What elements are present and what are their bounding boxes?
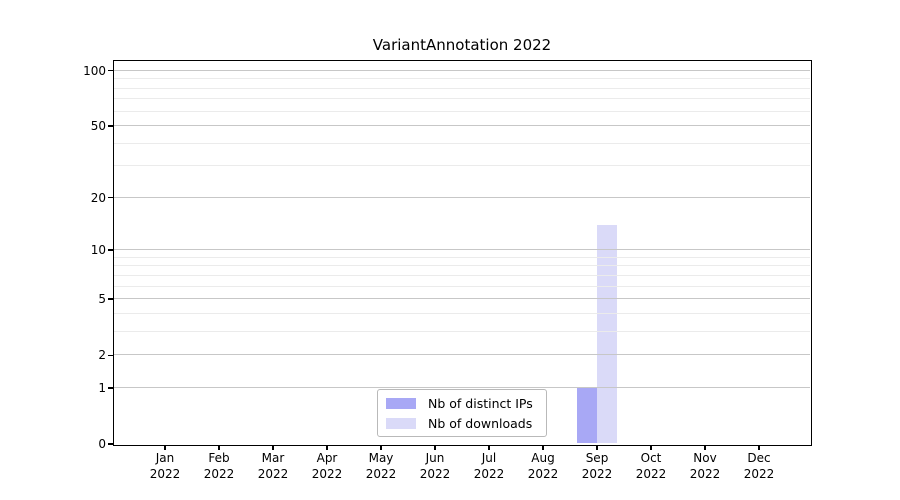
gridline-major: [113, 249, 810, 251]
y-tick-mark: [108, 443, 113, 445]
y-tick-mark: [108, 354, 113, 356]
x-tick-mark: [218, 445, 220, 450]
x-tick-label: Apr 2022: [311, 451, 343, 481]
legend-swatch-distinct-ips: [386, 397, 416, 409]
y-tick-label: 2: [98, 348, 106, 363]
x-tick-label: Oct 2022: [635, 451, 667, 481]
gridline-major: [113, 298, 810, 300]
x-tick-mark: [650, 445, 652, 450]
gridline-minor: [113, 274, 810, 276]
y-tick-mark: [108, 298, 113, 300]
y-tick-label: 0: [98, 437, 106, 451]
legend-label-distinct-ips: Nb of distinct IPs: [428, 395, 533, 411]
gridline-minor: [113, 285, 810, 287]
y-tick-mark: [108, 197, 113, 199]
legend-item-distinct-ips: Nb of distinct IPs: [386, 396, 538, 411]
y-tick-label: 20: [90, 190, 106, 205]
gridline-major: [113, 354, 810, 356]
x-tick-mark: [758, 445, 760, 450]
gridline-minor: [113, 165, 810, 167]
gridline-minor: [113, 256, 810, 258]
bar-distinct-ips: [576, 387, 597, 444]
x-tick-label: Aug 2022: [527, 451, 559, 481]
y-tick-mark: [108, 387, 113, 389]
y-tick-mark: [108, 70, 113, 72]
legend-swatch-downloads: [386, 417, 416, 429]
y-tick-label: 50: [90, 119, 106, 134]
x-tick-mark: [326, 445, 328, 450]
legend-item-downloads: Nb of downloads: [386, 416, 538, 431]
y-tick-label: 1: [98, 380, 106, 395]
x-tick-mark: [488, 445, 490, 450]
x-tick-label: Jul 2022: [473, 451, 505, 481]
x-tick-mark: [272, 445, 274, 450]
gridline-major: [113, 386, 810, 388]
chart-title: VariantAnnotation 2022: [372, 36, 552, 54]
gridline-minor: [113, 110, 810, 112]
y-tick-mark: [108, 249, 113, 251]
y-tick-label: 10: [90, 243, 106, 258]
bar-downloads: [596, 224, 617, 444]
x-tick-label: May 2022: [365, 451, 397, 481]
y-tick-label: 100: [83, 63, 106, 78]
y-tick-mark: [108, 125, 113, 127]
gridline-major: [113, 196, 810, 198]
gridline-minor: [113, 312, 810, 314]
plot-area: [112, 59, 812, 446]
x-tick-label: Feb 2022: [203, 451, 235, 481]
gridline-minor: [113, 330, 810, 332]
x-tick-label: Jan 2022: [149, 451, 181, 481]
gridline-minor: [113, 142, 810, 144]
x-tick-label: Nov 2022: [689, 451, 721, 481]
gridline-minor: [113, 87, 810, 89]
x-tick-mark: [704, 445, 706, 450]
gridline-major: [113, 69, 810, 71]
legend: Nb of distinct IPs Nb of downloads: [377, 389, 547, 437]
gridline-minor: [113, 98, 810, 100]
legend-label-downloads: Nb of downloads: [428, 415, 533, 431]
x-tick-label: Dec 2022: [743, 451, 775, 481]
y-tick-label: 5: [98, 292, 106, 307]
x-tick-label: Mar 2022: [257, 451, 289, 481]
x-tick-label: Jun 2022: [419, 451, 451, 481]
x-tick-mark: [596, 445, 598, 450]
x-tick-mark: [434, 445, 436, 450]
gridline-minor: [113, 78, 810, 80]
x-tick-label: Sep 2022: [581, 451, 613, 481]
gridline-major: [113, 125, 810, 127]
x-tick-mark: [542, 445, 544, 450]
x-tick-mark: [164, 445, 166, 450]
x-tick-mark: [380, 445, 382, 450]
gridline-minor: [113, 265, 810, 267]
